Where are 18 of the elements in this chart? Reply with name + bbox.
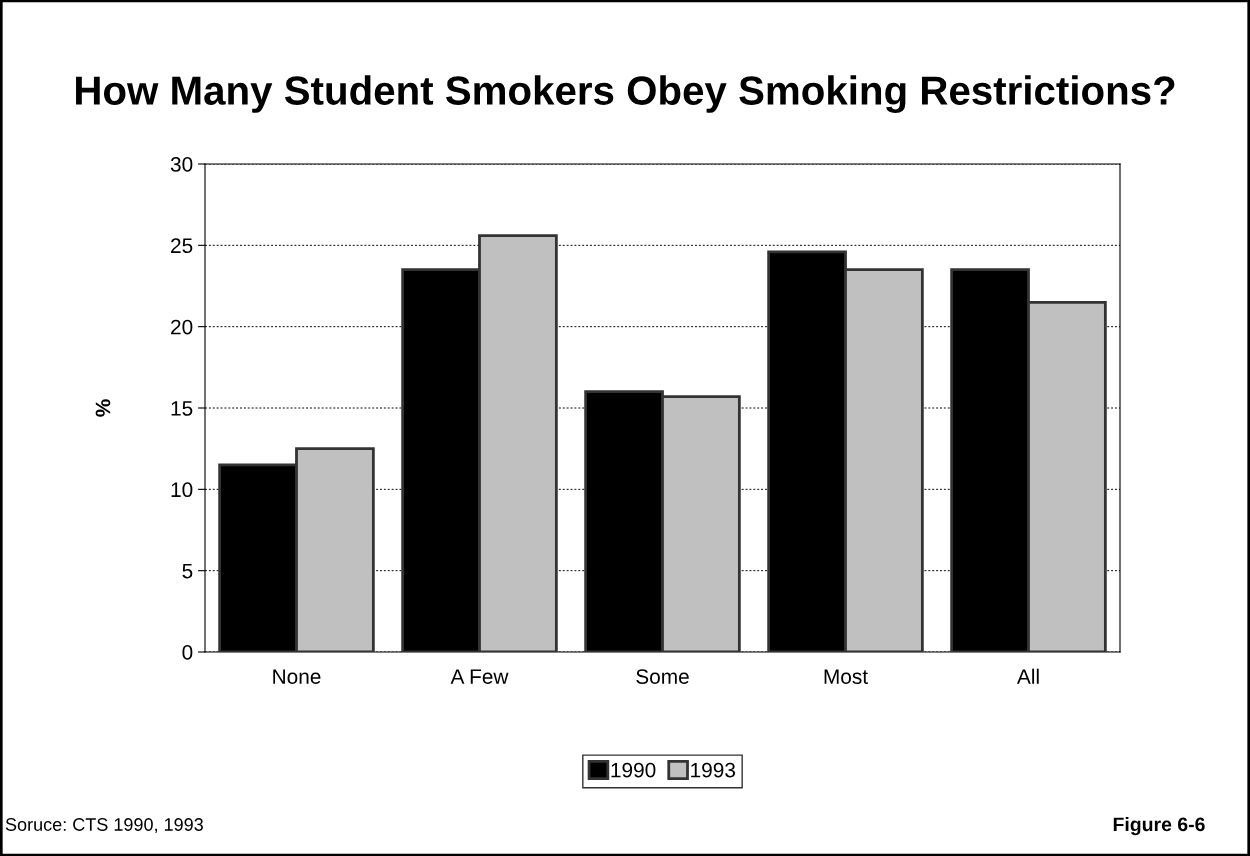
x-tick-label: Most bbox=[824, 669, 868, 684]
y-tick-label: 30 bbox=[170, 157, 193, 172]
x-tick-label: A Few bbox=[450, 669, 509, 684]
chart-title: How Many Student Smokers Obey Smoking Restrictions? bbox=[76, 75, 1175, 114]
x-tick-label: Some bbox=[636, 669, 689, 684]
y-tick-label: 15 bbox=[171, 401, 193, 416]
text: Soruce: CTS 1990, 1993 bbox=[5, 818, 203, 834]
x-tick-label: All bbox=[1016, 668, 1039, 684]
y-axis-title: % bbox=[95, 399, 111, 417]
y-tick-label: 10 bbox=[171, 482, 193, 498]
y-tick-label: 0 bbox=[182, 645, 193, 660]
y-tick-label: 25 bbox=[171, 238, 193, 254]
caption: Figure 6-6 bbox=[1113, 816, 1205, 836]
legend-label: 1993 bbox=[691, 762, 736, 778]
x-tick-label: None bbox=[273, 669, 321, 684]
legend-label: 1990 bbox=[611, 762, 656, 778]
y-tick-label: 5 bbox=[182, 563, 193, 579]
y-tick-label: 20 bbox=[171, 319, 193, 335]
